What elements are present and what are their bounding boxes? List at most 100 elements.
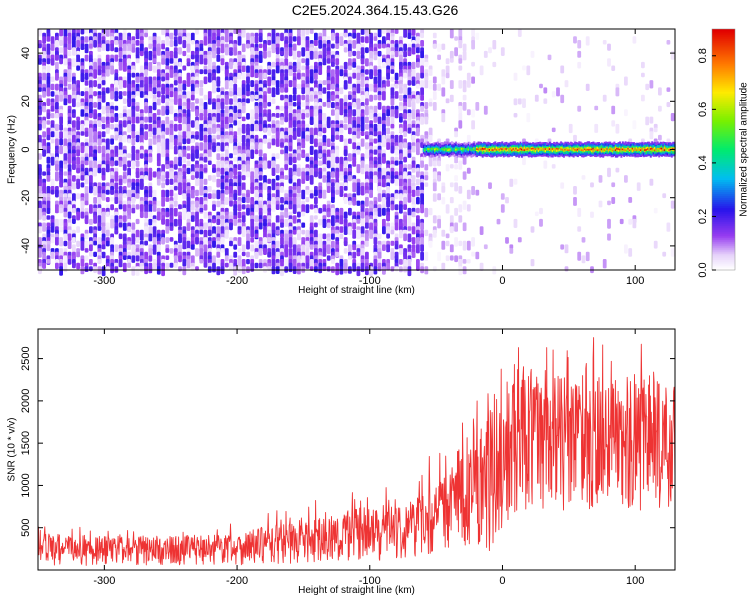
signal-band-cell: [442, 148, 445, 151]
spectrogram-cell: [343, 186, 348, 191]
spectrogram-cell: [492, 40, 497, 50]
spectrogram-cell: [411, 102, 416, 110]
spectrogram-cell: [322, 222, 327, 228]
spectrogram-cell: [301, 58, 306, 64]
spectrogram-cell: [339, 87, 344, 95]
spectrogram-cell: [416, 36, 420, 44]
spectrogram-cell: [118, 204, 123, 210]
spectrogram-cell: [645, 83, 650, 91]
signal-band-cell: [457, 148, 460, 150]
signal-band-cell: [635, 146, 638, 151]
spectrogram-cell: [161, 134, 165, 140]
spectrogram-cell: [356, 149, 361, 155]
spectrogram-cell: [377, 262, 382, 268]
spectrogram-cell: [229, 164, 233, 169]
spectrogram-cell: [229, 61, 233, 70]
signal-band-cell: [562, 148, 565, 151]
spectrogram-cell: [246, 193, 250, 199]
spectrogram-cell: [220, 237, 225, 245]
spectrogram-cell: [326, 244, 331, 255]
spectrogram-cell: [55, 189, 59, 198]
spectrogram-cell: [195, 149, 199, 159]
spectrogram-cell: [377, 87, 382, 93]
signal-band-cell: [658, 148, 661, 153]
spectrogram-cell: [335, 43, 340, 49]
spectrogram-cell: [360, 211, 365, 219]
spectrogram-cell: [156, 87, 161, 93]
spectrogram-cell: [407, 237, 412, 242]
spectrogram-cell: [42, 91, 46, 98]
spectrogram-cell: [339, 164, 344, 173]
signal-band-cell: [536, 148, 539, 151]
spectrogram-cell: [339, 127, 344, 134]
spectrogram-cell: [67, 233, 72, 242]
signal-band-cell: [554, 147, 557, 150]
spectrogram-cell: [105, 240, 110, 247]
spectrogram-cell: [101, 244, 106, 250]
spectrogram-cell: [216, 47, 221, 55]
spectrogram-cell: [275, 87, 280, 95]
spectrogram-cell: [356, 50, 361, 59]
spectrogram-cell: [105, 189, 110, 195]
spectrogram-cell: [581, 255, 586, 264]
spectrogram-cell: [114, 94, 119, 102]
signal-band-cell: [567, 146, 570, 151]
spectrogram-cell: [173, 248, 178, 253]
spectrogram-cell: [114, 40, 119, 46]
signal-band-cell: [663, 146, 666, 151]
signal-band-cell: [560, 148, 563, 150]
spectrogram-cell: [356, 229, 361, 240]
spectrogram-cell: [63, 182, 68, 187]
spectrogram-cell: [203, 222, 208, 230]
signal-band-cell: [429, 147, 432, 150]
signal-band-cell: [476, 148, 479, 150]
spectrogram-cell: [110, 113, 114, 118]
spectrogram-cell: [122, 255, 127, 260]
spectrogram-cell: [403, 29, 407, 38]
spectrogram-cell: [216, 226, 221, 235]
spectrogram-cell: [382, 218, 386, 228]
spectrogram-cell: [624, 244, 628, 254]
spectrogram-cell: [55, 164, 59, 171]
spectrogram-cell: [190, 215, 195, 222]
spectrogram-cell: [394, 193, 399, 200]
spectrogram-cell: [420, 160, 424, 168]
spectrogram-cell: [386, 233, 390, 239]
spectrogram-cell: [199, 229, 204, 235]
spectrogram-cell: [114, 211, 119, 217]
spectrogram-cell: [84, 186, 89, 196]
spectrogram-cell: [114, 105, 119, 111]
spectrogram-cell: [348, 83, 352, 90]
spectrogram-cell: [394, 50, 399, 58]
spectrogram-cell: [169, 69, 174, 78]
spectrogram-cell: [284, 43, 289, 48]
spectrogram-cell: [203, 237, 208, 245]
signal-band-cell: [424, 149, 427, 152]
spectrogram-cell: [377, 207, 382, 217]
spectrogram-cell: [267, 69, 272, 75]
spectrogram-cell: [335, 87, 340, 93]
spectrogram-cell: [343, 222, 348, 228]
spectrogram-cell: [165, 237, 170, 243]
spectrogram-cell: [173, 207, 178, 217]
spectrogram-cell: [110, 116, 114, 123]
spectrogram-cell: [89, 244, 93, 252]
spectrogram-cell: [203, 204, 208, 211]
signal-band-cell: [619, 148, 621, 151]
spectrogram-cell: [67, 94, 72, 104]
spectrogram-cell: [399, 94, 403, 101]
spectrogram-cell: [38, 186, 42, 195]
spectrogram-cell: [416, 142, 420, 151]
spectrogram-cell: [135, 171, 140, 179]
spectrogram-cell: [139, 153, 144, 159]
spectrogram-cell: [263, 91, 267, 96]
spectrogram-cell: [241, 229, 246, 237]
spectrogram-cell: [297, 233, 301, 241]
signal-band-cell: [602, 148, 605, 153]
spectrogram-cell: [207, 160, 212, 165]
spectrogram-cell: [165, 248, 170, 253]
signal-band-cell: [434, 148, 437, 151]
spectrogram-cell: [322, 113, 327, 122]
spectrogram-cell: [607, 200, 611, 206]
